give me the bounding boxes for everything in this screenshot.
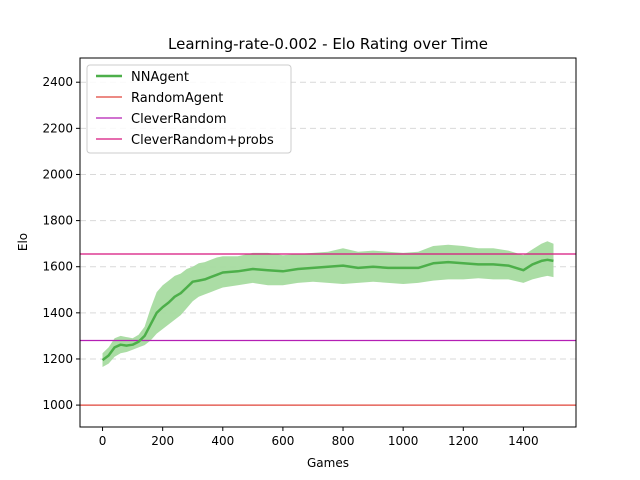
y-tick-label: 1800: [42, 214, 73, 228]
x-tick-label: 400: [211, 434, 234, 448]
y-tick-label: 1600: [42, 260, 73, 274]
x-tick-label: 1400: [508, 434, 539, 448]
nnagent-mean-line: [101, 258, 554, 362]
chart-title: Learning-rate-0.002 - Elo Rating over Ti…: [168, 35, 488, 53]
y-tick-label: 1400: [42, 306, 73, 320]
legend-label: RandomAgent: [131, 91, 223, 106]
series-lines: [101, 258, 554, 362]
y-axis-ticks: 1000 1200 1400 1600 1800 2000 2200 2400: [42, 75, 80, 412]
reference-lines: [80, 253, 576, 406]
x-tick-label: 0: [99, 434, 107, 448]
y-tick-label: 2400: [42, 75, 73, 89]
y-axis-label: Elo: [16, 233, 30, 251]
legend-label: CleverRandom: [131, 112, 227, 127]
x-axis-label: Games: [307, 456, 349, 470]
nnagent-confidence-band: [102, 241, 554, 367]
axes-frame: [79, 57, 577, 428]
x-tick-label: 800: [332, 434, 355, 448]
x-tick-label: 600: [271, 434, 294, 448]
legend-entries: NNAgent RandomAgent CleverRandom CleverRand…: [96, 70, 274, 148]
legend-label: NNAgent: [131, 70, 189, 85]
x-tick-label: 200: [151, 434, 174, 448]
x-tick-label: 1000: [388, 434, 419, 448]
y-tick-label: 2000: [42, 167, 73, 181]
legend-box: [86, 64, 292, 154]
confidence-band-layer: [102, 241, 554, 367]
legend-label: CleverRandom+probs: [131, 133, 274, 148]
y-tick-label: 1000: [42, 398, 73, 412]
y-tick-label: 2200: [42, 121, 73, 135]
y-tick-label: 1200: [42, 352, 73, 366]
x-axis-ticks: 0 200 400 600 800 1000 1200 1400: [99, 427, 539, 448]
legend: NNAgent RandomAgent CleverRandom CleverRand…: [86, 64, 292, 154]
x-tick-label: 1200: [448, 434, 479, 448]
